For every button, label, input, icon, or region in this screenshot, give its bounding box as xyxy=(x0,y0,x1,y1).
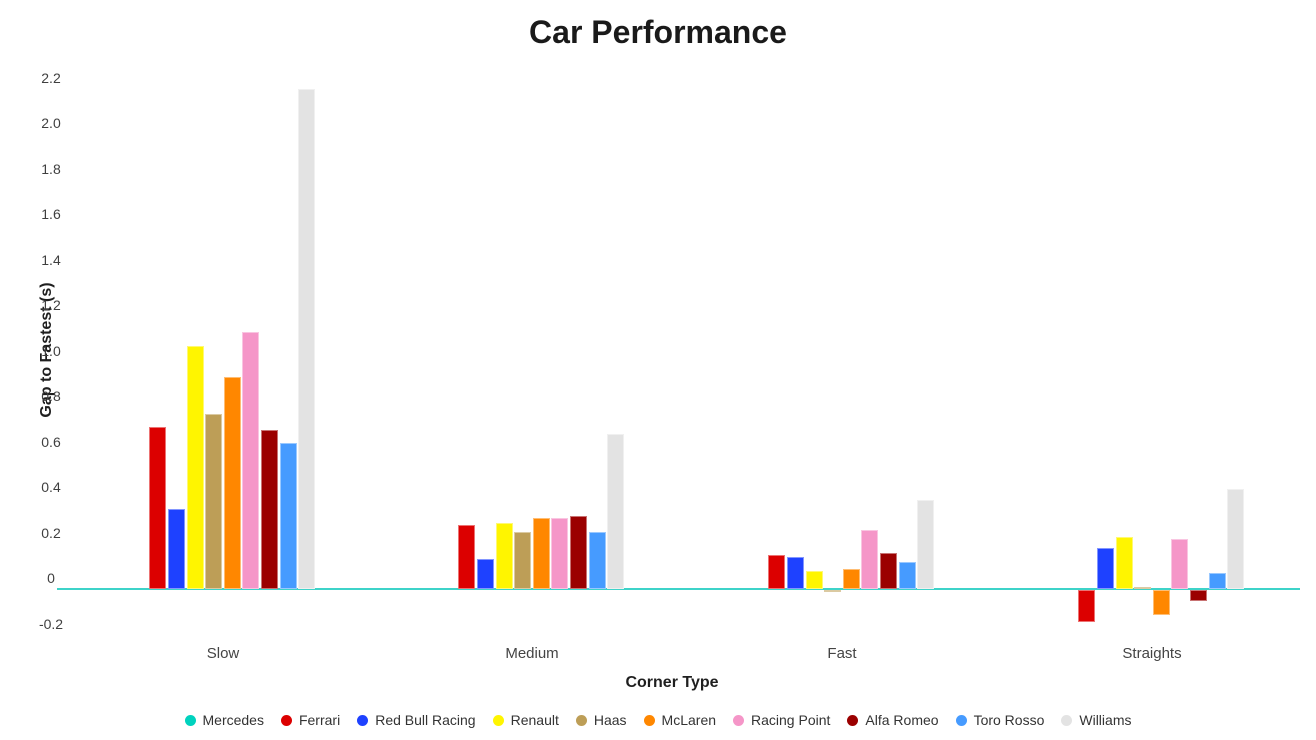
legend-label: Ferrari xyxy=(298,712,341,728)
legend-label: Williams xyxy=(1079,712,1132,728)
legend-item-haas[interactable]: Haas xyxy=(575,712,627,728)
y-tick-label: 2.2 xyxy=(41,69,61,86)
x-tick-label-straights: Straights xyxy=(1122,645,1182,662)
legend-label: Racing Point xyxy=(751,712,831,728)
legend: Mercedes Ferrari Red Bull Racing Renault Haa… xyxy=(0,712,1316,728)
y-tick-label: 0.8 xyxy=(41,388,61,404)
bar-toro-rosso-fast[interactable] xyxy=(898,561,916,589)
legend-dot-racing-point xyxy=(733,714,745,726)
bar-racing-point-straights[interactable] xyxy=(1171,538,1189,589)
legend-label: McLaren xyxy=(661,712,717,728)
legend-dot-mclaren xyxy=(643,714,655,726)
legend-dot-haas xyxy=(575,714,587,726)
bar-toro-rosso-straights[interactable] xyxy=(1208,573,1226,589)
bar-renault-medium[interactable] xyxy=(495,523,513,589)
bar-renault-fast[interactable] xyxy=(805,570,823,589)
bar-mclaren-fast[interactable] xyxy=(842,568,860,589)
legend-label: Renault xyxy=(510,712,559,728)
bar-alfa-romeo-fast[interactable] xyxy=(880,552,897,589)
legend-dot-ferrari xyxy=(280,714,292,726)
zero-line xyxy=(57,588,1300,590)
legend-item-toro-rosso[interactable]: Toro Rosso xyxy=(955,712,1045,728)
bar-red-bull-racing-slow[interactable] xyxy=(168,509,185,589)
bar-haas-straights[interactable] xyxy=(1134,586,1152,589)
legend-label: Haas xyxy=(593,712,627,728)
legend-label: Red Bull Racing xyxy=(375,712,476,728)
y-tick-label: 1.0 xyxy=(41,342,61,359)
y-tick-label: 0.6 xyxy=(41,433,61,450)
legend-dot-alfa-romeo xyxy=(847,714,859,726)
x-tick-label-fast: Fast xyxy=(827,645,857,662)
legend-dot-red-bull-racing xyxy=(357,714,369,726)
bar-renault-straights[interactable] xyxy=(1115,536,1133,589)
bar-ferrari-fast[interactable] xyxy=(768,554,786,589)
legend-item-alfa-romeo[interactable]: Alfa Romeo xyxy=(847,712,939,728)
bar-racing-point-fast[interactable] xyxy=(861,529,879,589)
bar-toro-rosso-medium[interactable] xyxy=(588,532,606,589)
bar-williams-fast[interactable] xyxy=(917,500,935,589)
legend-item-mercedes[interactable]: Mercedes xyxy=(184,712,264,728)
legend-item-renault[interactable]: Renault xyxy=(492,712,559,728)
y-tick-label: -0.2 xyxy=(38,615,64,632)
chart-title: Car Performance xyxy=(529,14,787,50)
bar-haas-medium[interactable] xyxy=(514,532,532,589)
bar-mclaren-straights[interactable] xyxy=(1152,590,1170,616)
bar-haas-slow[interactable] xyxy=(205,413,223,589)
y-tick-label: 0 xyxy=(47,570,55,586)
bar-ferrari-medium[interactable] xyxy=(458,525,476,589)
legend-item-mclaren[interactable]: McLaren xyxy=(643,712,717,728)
y-tick-label: 1.2 xyxy=(41,297,61,313)
legend-dot-williams xyxy=(1061,714,1073,726)
bar-haas-fast[interactable] xyxy=(824,590,842,593)
bar-williams-straights[interactable] xyxy=(1227,488,1245,589)
y-tick-label: 1.4 xyxy=(41,251,61,268)
legend-item-racing-point[interactable]: Racing Point xyxy=(733,712,830,728)
bar-renault-slow[interactable] xyxy=(186,345,204,589)
legend-label: Mercedes xyxy=(202,712,264,728)
bar-mclaren-medium[interactable] xyxy=(532,518,550,589)
bar-racing-point-slow[interactable] xyxy=(242,331,260,589)
bar-alfa-romeo-medium[interactable] xyxy=(570,516,587,589)
x-tick-label-slow: Slow xyxy=(206,645,240,662)
y-tick-label: 0.4 xyxy=(41,479,61,495)
x-tick-label-medium: Medium xyxy=(505,645,559,662)
bar-ferrari-slow[interactable] xyxy=(149,427,167,589)
bar-toro-rosso-slow[interactable] xyxy=(279,443,297,589)
y-tick-label: 0.2 xyxy=(41,524,61,541)
bar-mclaren-slow[interactable] xyxy=(223,377,241,589)
y-tick-label: 2.0 xyxy=(41,115,61,131)
bar-alfa-romeo-straights[interactable] xyxy=(1190,590,1207,602)
bar-alfa-romeo-slow[interactable] xyxy=(261,429,278,589)
y-tick-label: 1.6 xyxy=(41,206,61,222)
legend-item-williams[interactable]: Williams xyxy=(1061,712,1131,728)
bar-williams-slow[interactable] xyxy=(298,88,316,589)
legend-dot-renault xyxy=(492,714,504,726)
bar-williams-medium[interactable] xyxy=(607,434,625,589)
legend-dot-mercedes xyxy=(184,714,196,726)
bar-red-bull-racing-medium[interactable] xyxy=(477,559,494,589)
legend-item-ferrari[interactable]: Ferrari xyxy=(280,712,341,728)
legend-label: Alfa Romeo xyxy=(865,712,939,728)
bar-racing-point-medium[interactable] xyxy=(551,518,569,589)
legend-item-red-bull-racing[interactable]: Red Bull Racing xyxy=(357,712,476,728)
bar-ferrari-straights[interactable] xyxy=(1078,590,1096,622)
bar-red-bull-racing-fast[interactable] xyxy=(787,557,804,589)
x-axis-title: Corner Type xyxy=(625,674,719,691)
bar-red-bull-racing-straights[interactable] xyxy=(1097,548,1114,589)
legend-dot-toro-rosso xyxy=(955,714,967,726)
y-tick-label: 1.8 xyxy=(41,160,61,177)
legend-label: Toro Rosso xyxy=(973,712,1045,728)
